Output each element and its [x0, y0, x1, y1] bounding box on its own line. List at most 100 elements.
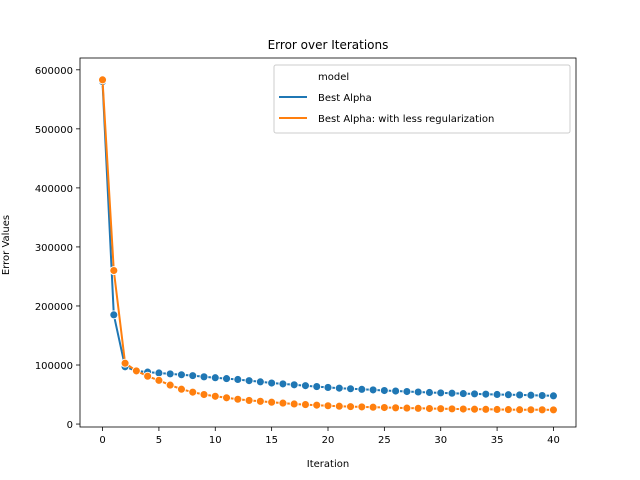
- x-tick-label: 0: [99, 435, 105, 446]
- plot-frame: [79, 57, 577, 428]
- data-point: [379, 403, 389, 412]
- data-point: [210, 391, 220, 401]
- data-point: [301, 381, 310, 391]
- data-point: [131, 366, 141, 376]
- data-point: [267, 397, 277, 407]
- x-tick-label: 20: [322, 435, 335, 446]
- data-point: [515, 390, 525, 400]
- x-tick-label: 35: [491, 435, 504, 446]
- legend-title: model: [318, 72, 349, 83]
- x-tick-label: 40: [547, 435, 560, 446]
- data-point: [425, 388, 434, 397]
- y-tick-label: 600000: [35, 66, 73, 77]
- y-tick-label: 400000: [35, 184, 73, 195]
- data-point: [267, 378, 277, 388]
- data-point: [222, 374, 231, 384]
- legend-frame: [273, 64, 571, 134]
- data-point: [481, 404, 491, 414]
- data-point: [402, 387, 412, 396]
- data-point: [470, 389, 479, 399]
- data-point: [368, 385, 378, 395]
- data-point: [278, 398, 288, 408]
- data-point: [526, 390, 536, 400]
- data-point: [233, 394, 243, 404]
- y-tick-label: 0: [67, 420, 73, 431]
- data-point: [537, 391, 547, 400]
- data-point: [289, 380, 299, 390]
- data-point: [255, 396, 265, 406]
- data-point: [233, 375, 243, 384]
- y-tick-label: 200000: [35, 302, 73, 313]
- y-tick-label: 500000: [35, 125, 73, 136]
- data-point: [301, 400, 310, 410]
- data-point: [244, 395, 254, 405]
- series-layer: [98, 75, 558, 415]
- data-point: [109, 310, 119, 320]
- data-point: [447, 404, 457, 414]
- data-point: [323, 382, 333, 392]
- data-point: [165, 369, 175, 379]
- data-point: [154, 375, 164, 385]
- y-tick-label: 300000: [35, 243, 73, 254]
- data-point: [492, 390, 502, 399]
- data-point: [515, 405, 525, 415]
- data-point: [436, 388, 446, 398]
- data-point: [549, 391, 558, 401]
- axes-layer: 0 5 10 15 20 25 30 35 40 0 100000 200000 300000 40000…: [35, 57, 577, 446]
- data-point: [368, 402, 378, 412]
- data-point: [391, 403, 401, 413]
- data-point: [413, 403, 423, 413]
- data-point: [346, 402, 355, 412]
- data-point: [470, 404, 479, 414]
- data-point: [177, 370, 186, 380]
- legend: model Best Alpha Best Alpha: with less r…: [273, 64, 571, 134]
- data-point: [425, 404, 434, 413]
- legend-label-less-regularization: Best Alpha: with less regularization: [318, 114, 494, 125]
- data-point: [289, 399, 299, 409]
- data-point: [188, 371, 198, 381]
- data-point: [199, 372, 209, 382]
- data-point: [165, 380, 175, 390]
- data-point: [346, 384, 355, 394]
- data-point: [312, 382, 322, 392]
- x-tick-label: 25: [378, 435, 391, 446]
- data-point: [413, 387, 423, 397]
- data-point: [402, 403, 412, 413]
- data-point: [458, 404, 468, 414]
- data-point: [244, 376, 254, 386]
- y-axis-label: Error Values: [1, 215, 12, 275]
- data-point: [447, 388, 457, 398]
- series-best-alpha: [98, 77, 558, 401]
- data-point: [334, 383, 344, 393]
- data-point: [199, 390, 209, 399]
- data-point: [481, 389, 491, 399]
- x-tick-label: 30: [434, 435, 447, 446]
- chart-title: Error over Iterations: [268, 38, 389, 52]
- data-point: [278, 379, 288, 389]
- data-point: [154, 368, 164, 378]
- data-point: [188, 387, 198, 397]
- data-point: [526, 405, 536, 415]
- data-point: [334, 401, 344, 411]
- x-tick-label: 10: [209, 435, 222, 446]
- x-tick-label: 5: [156, 435, 162, 446]
- data-point: [549, 405, 558, 415]
- data-point: [436, 404, 446, 414]
- data-point: [503, 405, 513, 415]
- series-less-regularization: [98, 75, 558, 415]
- data-point: [98, 75, 107, 85]
- data-point: [255, 377, 265, 387]
- data-point: [492, 405, 502, 414]
- data-point: [222, 393, 231, 403]
- data-point: [391, 386, 401, 396]
- data-point: [312, 400, 322, 410]
- data-point: [503, 390, 513, 400]
- x-tick-label: 15: [265, 435, 278, 446]
- data-point: [323, 401, 333, 411]
- y-tick-label: 100000: [35, 361, 73, 372]
- data-point: [537, 405, 547, 415]
- data-point: [379, 386, 389, 395]
- data-point: [458, 389, 468, 399]
- legend-label-best-alpha: Best Alpha: [318, 93, 372, 104]
